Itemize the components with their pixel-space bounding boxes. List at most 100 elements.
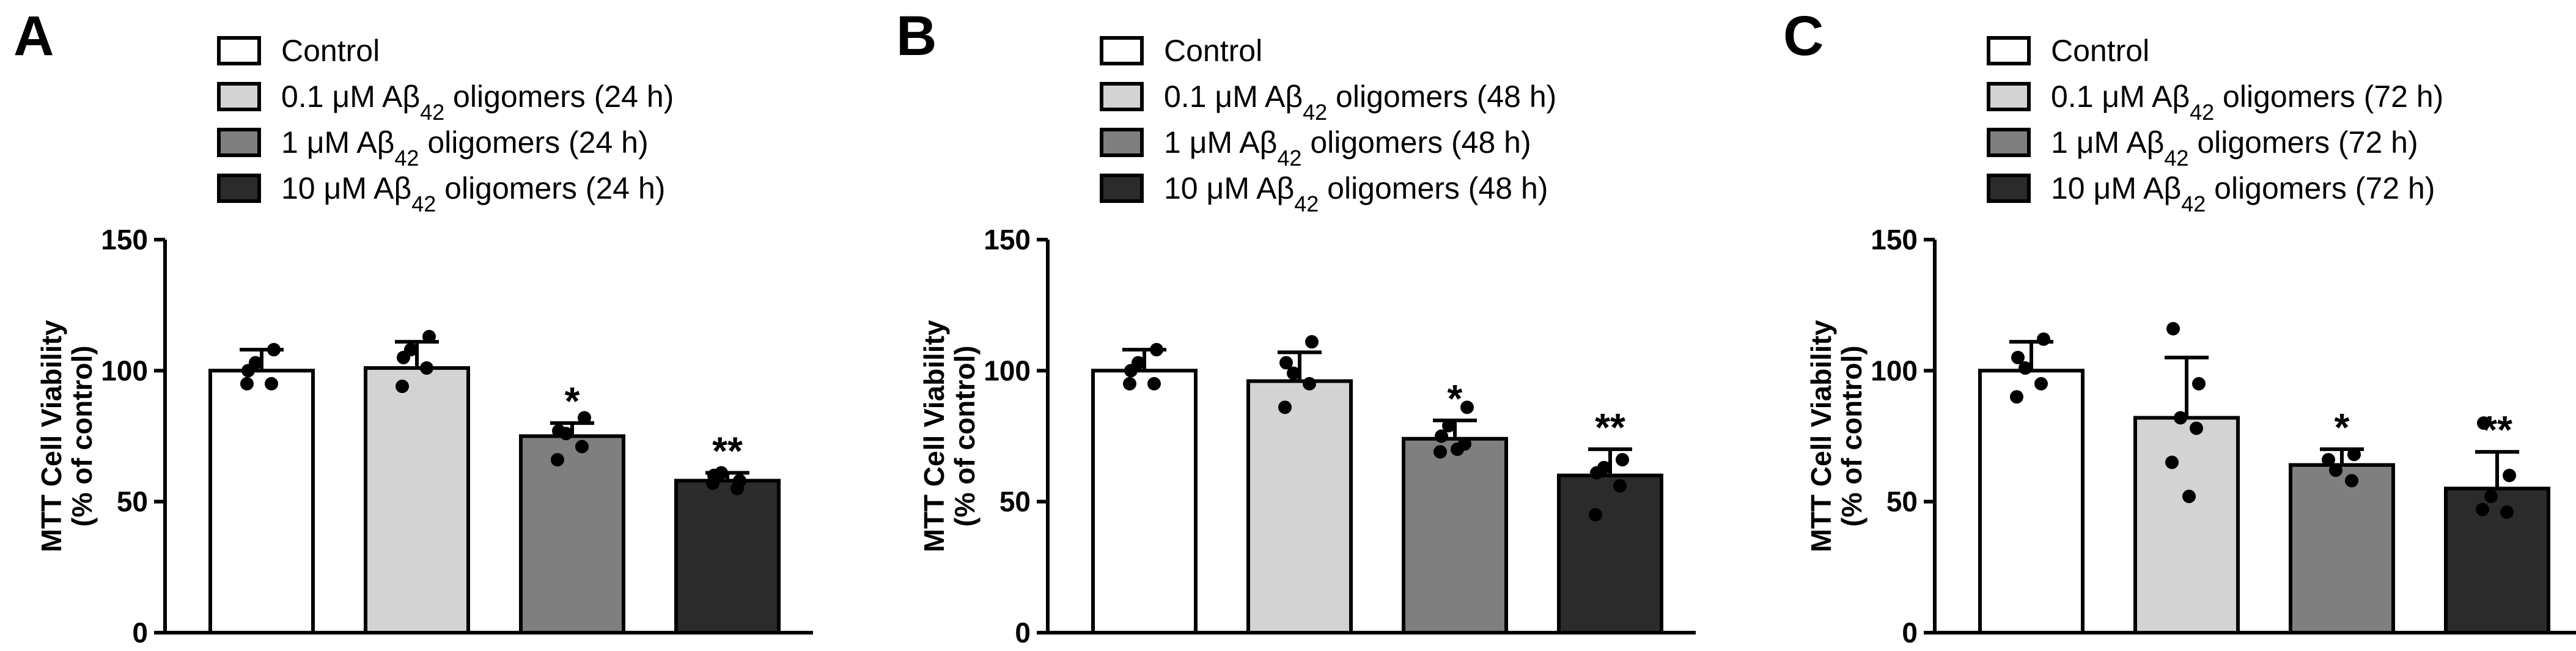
y-tick-label: 50 [999,486,1031,518]
significance-marker: ** [1595,405,1625,449]
legend-swatch [217,174,261,203]
y-tick-label: 0 [1902,617,1918,649]
bar-group: * [519,379,625,634]
legend-entry: 0.1 μM Aβ42 oligomers (48 h) [1164,79,1556,125]
data-point [2034,377,2048,391]
bar-group [1246,335,1353,634]
legend-entry: 10 μM Aβ42 oligomers (72 h) [2051,171,2435,216]
bar-group [1978,332,2085,634]
data-point [1278,400,1292,414]
y-axis-subtitle: (% of control) [949,345,981,526]
y-axis-title: MTT Cell Viability [35,320,67,552]
data-point [1279,356,1293,370]
y-tick-label: 150 [984,224,1031,256]
data-point [2322,453,2335,467]
bar-group: * [2289,405,2395,634]
data-point [396,380,409,394]
data-point [715,466,728,480]
data-point [706,476,719,490]
legend-swatch [217,82,261,111]
data-point [2010,390,2023,404]
legend-swatch [1987,36,2031,65]
y-axis-subtitle: (% of control) [1836,345,1868,526]
data-point [575,440,589,454]
data-point [265,377,278,391]
y-tick-label: 0 [1015,617,1031,649]
data-point [551,453,564,467]
significance-marker: * [1448,377,1463,421]
data-point [1123,377,1136,391]
data-point [2192,377,2206,391]
data-point [2037,332,2050,346]
data-point [2345,474,2358,488]
data-point [2476,502,2489,517]
y-tick-label: 50 [1886,486,1918,518]
bar [674,479,781,635]
data-point [730,482,744,496]
data-point [2503,468,2516,482]
data-point [1460,400,1474,414]
bar-group [364,329,470,635]
data-point [1435,429,1448,443]
data-point [2011,350,2025,364]
legend-entry: 10 μM Aβ42 oligomers (24 h) [281,171,665,216]
legend-entry: 10 μM Aβ42 oligomers (48 h) [1164,171,1548,216]
data-point [2347,447,2361,462]
legend-entry: 1 μM Aβ42 oligomers (24 h) [281,125,649,171]
data-point [420,361,433,375]
data-point [2166,322,2180,336]
bar-group: ** [674,429,781,635]
bar [2289,463,2395,634]
data-point [1150,343,1163,357]
data-point [2477,416,2490,430]
y-axis-subtitle: (% of control) [66,345,98,526]
bar [364,366,470,635]
y-tick-label: 100 [1871,355,1918,386]
data-point [1147,377,1161,391]
panel-letter: C [1783,5,1823,67]
legend-swatch [217,128,261,157]
legend-entry: Control [1164,34,1262,68]
legend-entry: Control [2051,34,2149,68]
bar [1246,379,1353,634]
data-point [1613,479,1627,493]
legend-swatch [1100,174,1144,203]
panel-b: B Control 0.1 μM Aβ42 oligomers (48 h)1 μM… [896,5,1696,649]
bar-group: ** [1557,405,1663,634]
significance-marker: ** [2482,408,2512,452]
bar-group [2133,322,2240,634]
legend-swatch [1987,174,2031,203]
data-point [2190,421,2203,435]
legend-entry: 1 μM Aβ42 oligomers (72 h) [2051,125,2418,171]
significance-marker: ** [712,429,743,473]
data-point [2174,411,2187,425]
bar [519,434,625,634]
bar [208,369,315,634]
data-point [404,343,418,357]
legend-entry: Control [281,34,380,68]
legend: Control 0.1 μM Aβ42 oligomers (72 h)1 μM … [1987,34,2443,216]
bar-group [208,343,315,634]
data-point [1303,377,1316,391]
data-point [2500,505,2514,519]
data-point [1442,419,1455,433]
data-point [578,411,591,425]
data-point [1597,460,1611,474]
data-point [2018,361,2032,375]
legend: Control 0.1 μM Aβ42 oligomers (48 h)1 μM … [1100,34,1556,216]
legend-swatch [1100,36,1144,65]
legend-entry: 0.1 μM Aβ42 oligomers (72 h) [2051,79,2443,125]
y-tick-label: 150 [1871,224,1918,256]
data-point [2165,455,2179,469]
legend-swatch [217,36,261,65]
significance-marker: * [2335,405,2350,449]
y-tick-label: 0 [132,617,148,649]
bar-group: ** [2444,408,2550,634]
data-point [1287,366,1300,380]
legend-entry: 0.1 μM Aβ42 oligomers (24 h) [281,79,674,125]
panel-letter: B [896,5,937,67]
data-point [2484,490,2498,504]
y-tick-label: 50 [117,486,148,518]
data-point [1132,356,1145,370]
